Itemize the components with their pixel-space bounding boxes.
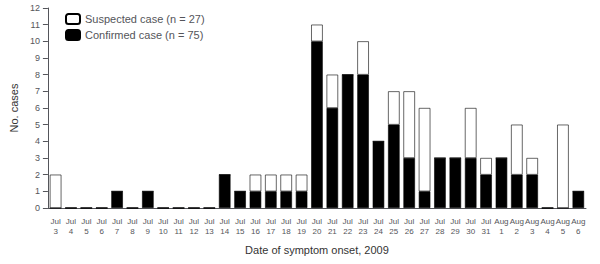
- svg-text:24: 24: [374, 227, 383, 236]
- svg-text:Jul: Jul: [296, 217, 306, 226]
- svg-text:8: 8: [130, 227, 135, 236]
- svg-text:Aug: Aug: [540, 217, 554, 226]
- svg-text:Jul: Jul: [343, 217, 353, 226]
- svg-text:Jul: Jul: [435, 217, 445, 226]
- svg-text:22: 22: [343, 227, 352, 236]
- svg-text:Jul: Jul: [312, 217, 322, 226]
- svg-text:Jul: Jul: [158, 217, 168, 226]
- svg-text:31: 31: [482, 227, 491, 236]
- svg-text:Jul: Jul: [127, 217, 137, 226]
- svg-text:18: 18: [282, 227, 291, 236]
- svg-text:Jul: Jul: [235, 217, 245, 226]
- svg-text:30: 30: [466, 227, 475, 236]
- svg-text:23: 23: [359, 227, 368, 236]
- svg-text:2: 2: [35, 170, 40, 180]
- svg-text:2: 2: [515, 227, 520, 236]
- svg-text:27: 27: [420, 227, 429, 236]
- svg-text:4: 4: [69, 227, 74, 236]
- svg-text:Jul: Jul: [466, 217, 476, 226]
- svg-text:Confirmed case (n = 75): Confirmed case (n = 75): [85, 29, 203, 41]
- svg-text:5: 5: [84, 227, 89, 236]
- svg-text:Jul: Jul: [220, 217, 230, 226]
- svg-text:19: 19: [297, 227, 306, 236]
- svg-text:Jul: Jul: [173, 217, 183, 226]
- svg-text:Jul: Jul: [373, 217, 383, 226]
- svg-text:Aug: Aug: [494, 217, 508, 226]
- svg-text:Jul: Jul: [81, 217, 91, 226]
- svg-text:9: 9: [35, 53, 40, 63]
- svg-text:29: 29: [451, 227, 460, 236]
- svg-text:Jul: Jul: [97, 217, 107, 226]
- svg-text:Jul: Jul: [66, 217, 76, 226]
- svg-text:26: 26: [405, 227, 414, 236]
- svg-text:10: 10: [159, 227, 168, 236]
- svg-text:3: 3: [530, 227, 535, 236]
- svg-text:Jul: Jul: [112, 217, 122, 226]
- svg-text:Jul: Jul: [358, 217, 368, 226]
- svg-text:17: 17: [266, 227, 275, 236]
- svg-text:Jul: Jul: [327, 217, 337, 226]
- svg-text:Jul: Jul: [204, 217, 214, 226]
- svg-text:12: 12: [190, 227, 199, 236]
- svg-text:Aug: Aug: [571, 217, 585, 226]
- svg-text:Jul: Jul: [250, 217, 260, 226]
- svg-text:10: 10: [30, 36, 40, 46]
- svg-text:9: 9: [146, 227, 151, 236]
- svg-text:13: 13: [205, 227, 214, 236]
- svg-text:16: 16: [251, 227, 260, 236]
- svg-text:Jul: Jul: [143, 217, 153, 226]
- svg-text:Jul: Jul: [266, 217, 276, 226]
- svg-text:5: 5: [561, 227, 566, 236]
- svg-text:3: 3: [35, 153, 40, 163]
- svg-text:Jul: Jul: [419, 217, 429, 226]
- svg-text:11: 11: [174, 227, 183, 236]
- svg-text:1: 1: [499, 227, 504, 236]
- svg-text:4: 4: [35, 136, 40, 146]
- svg-text:Aug: Aug: [525, 217, 539, 226]
- svg-text:Jul: Jul: [189, 217, 199, 226]
- svg-text:Aug: Aug: [510, 217, 524, 226]
- svg-text:Jul: Jul: [450, 217, 460, 226]
- svg-text:6: 6: [576, 227, 581, 236]
- svg-text:0: 0: [35, 203, 40, 213]
- svg-text:Aug: Aug: [556, 217, 570, 226]
- svg-text:Jul: Jul: [404, 217, 414, 226]
- svg-text:Jul: Jul: [281, 217, 291, 226]
- svg-text:20: 20: [313, 227, 322, 236]
- svg-text:7: 7: [35, 86, 40, 96]
- svg-text:15: 15: [236, 227, 245, 236]
- svg-text:Jul: Jul: [389, 217, 399, 226]
- svg-text:5: 5: [35, 120, 40, 130]
- svg-text:3: 3: [53, 227, 58, 236]
- svg-text:7: 7: [115, 227, 120, 236]
- svg-text:Date of symptom onset, 2009: Date of symptom onset, 2009: [245, 244, 389, 256]
- svg-text:6: 6: [35, 103, 40, 113]
- svg-text:12: 12: [30, 3, 40, 13]
- svg-text:Suspected case (n = 27): Suspected case (n = 27): [85, 13, 205, 25]
- svg-text:25: 25: [389, 227, 398, 236]
- svg-text:28: 28: [435, 227, 444, 236]
- svg-text:No. cases: No. cases: [8, 83, 20, 132]
- svg-text:21: 21: [328, 227, 337, 236]
- svg-text:Jul: Jul: [481, 217, 491, 226]
- svg-text:Jul: Jul: [50, 217, 60, 226]
- svg-text:8: 8: [35, 70, 40, 80]
- svg-text:1: 1: [35, 186, 40, 196]
- svg-text:4: 4: [545, 227, 550, 236]
- svg-text:6: 6: [99, 227, 104, 236]
- svg-text:14: 14: [220, 227, 229, 236]
- svg-text:11: 11: [31, 20, 40, 30]
